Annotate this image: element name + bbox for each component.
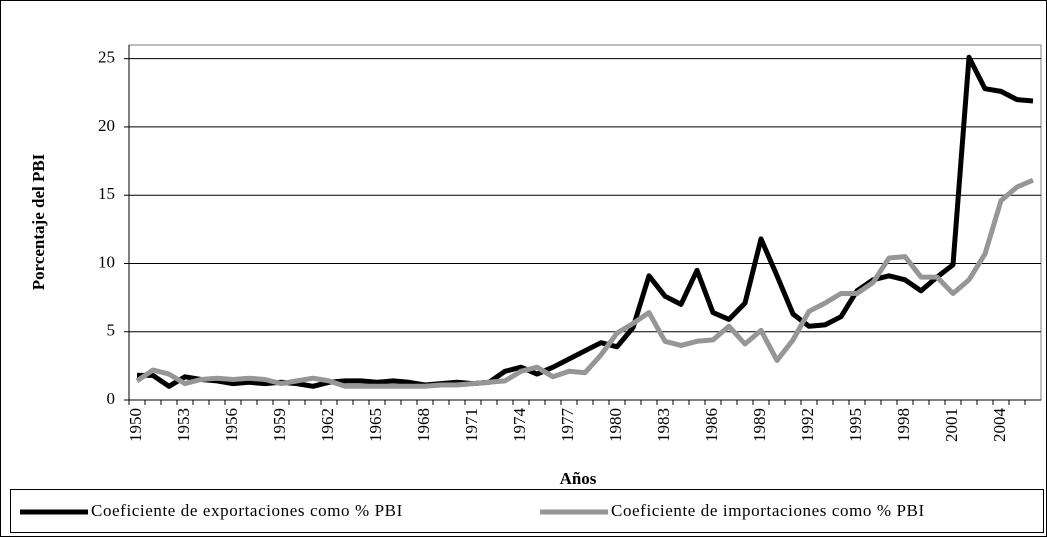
x-tick-label: 1962 [318,408,337,442]
x-tick-label: 1956 [222,408,241,442]
legend-box [10,489,1044,533]
x-tick-label: 2004 [990,408,1009,443]
x-tick-label: 1980 [606,408,625,442]
x-tick-label: 1953 [174,408,193,442]
x-tick-label: 1989 [750,408,769,442]
y-tick-label: 25 [98,48,115,67]
x-tick-label: 1965 [366,408,385,442]
y-tick-label: 5 [107,321,116,340]
x-tick-label: 1968 [414,408,433,442]
x-tick-label: 1950 [126,408,145,442]
x-tick-label: 2001 [942,408,961,442]
x-axis-title: Años [560,469,597,488]
x-tick-label: 1995 [846,408,865,442]
x-tick-label: 1986 [702,408,721,442]
y-tick-label: 10 [98,252,115,271]
legend-label: Coeficiente de importaciones como % PBI [611,501,925,520]
data-line [135,177,1034,389]
y-tick-label: 0 [107,389,116,408]
x-tick-label: 1977 [558,408,577,443]
legend-label: Coeficiente de exportaciones como % PBI [91,501,403,520]
x-tick-label: 1992 [798,408,817,442]
x-tick-label: 1998 [894,408,913,442]
y-tick-label: 15 [98,184,115,203]
x-tick-label: 1974 [510,408,529,443]
y-axis-title: Porcentaje del PBI [29,153,48,290]
y-tick-label: 20 [98,116,115,135]
x-tick-label: 1983 [654,408,673,442]
x-tick-label: 1971 [462,408,481,442]
x-tick-label: 1959 [270,408,289,442]
